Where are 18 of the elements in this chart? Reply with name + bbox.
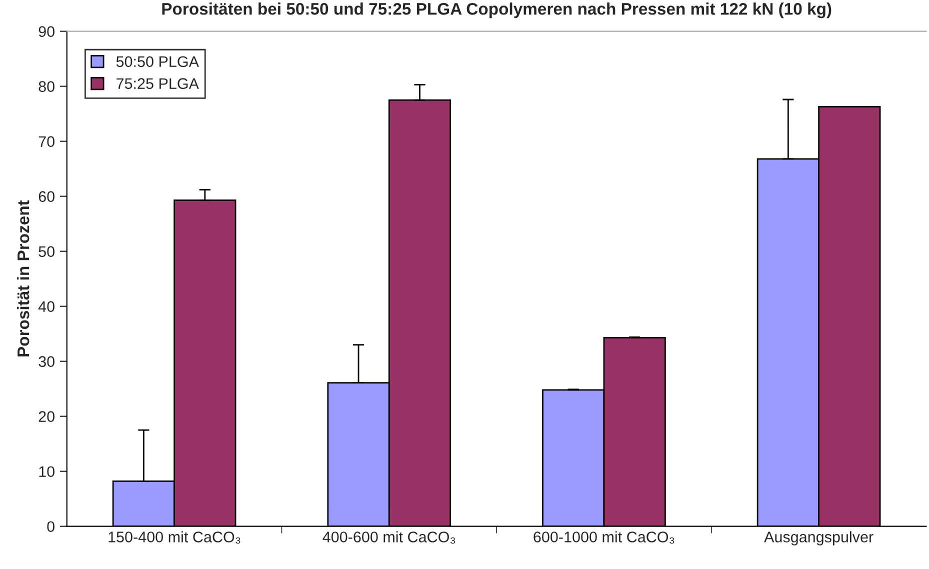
x-tick-label: 400-600 mit CaCO₃ — [322, 531, 456, 544]
y-axis-title: Porosität in Prozent — [17, 200, 30, 356]
y-tick-label: 30 — [38, 356, 54, 367]
y-tick-label: 50 — [38, 246, 54, 257]
y-tick-label: 0 — [47, 521, 54, 532]
y-tick-label: 10 — [39, 466, 54, 478]
y-tick-label: 80 — [38, 81, 54, 92]
y-tick-label: 60 — [38, 191, 54, 202]
y-tick-label: 40 — [38, 301, 54, 312]
x-tick-label: 600-1000 mit CaCO₃ — [534, 531, 674, 544]
y-tick-label: 20 — [38, 411, 54, 422]
x-tick-label: Ausgangspulver — [764, 531, 874, 546]
legend-label: 75:25 PLGA — [116, 78, 199, 90]
y-tick-label: 70 — [38, 136, 54, 147]
legend-label: 50:50 PLGA — [116, 56, 199, 68]
x-tick-label: 150-400 mit CaCO₃ — [108, 531, 240, 544]
chart-title: Porositäten bei 50:50 und 75:25 PLGA Copolymeren nach Pressen mit 122 kN (10 kg) — [162, 2, 832, 18]
y-tick-label: 90 — [38, 26, 54, 37]
